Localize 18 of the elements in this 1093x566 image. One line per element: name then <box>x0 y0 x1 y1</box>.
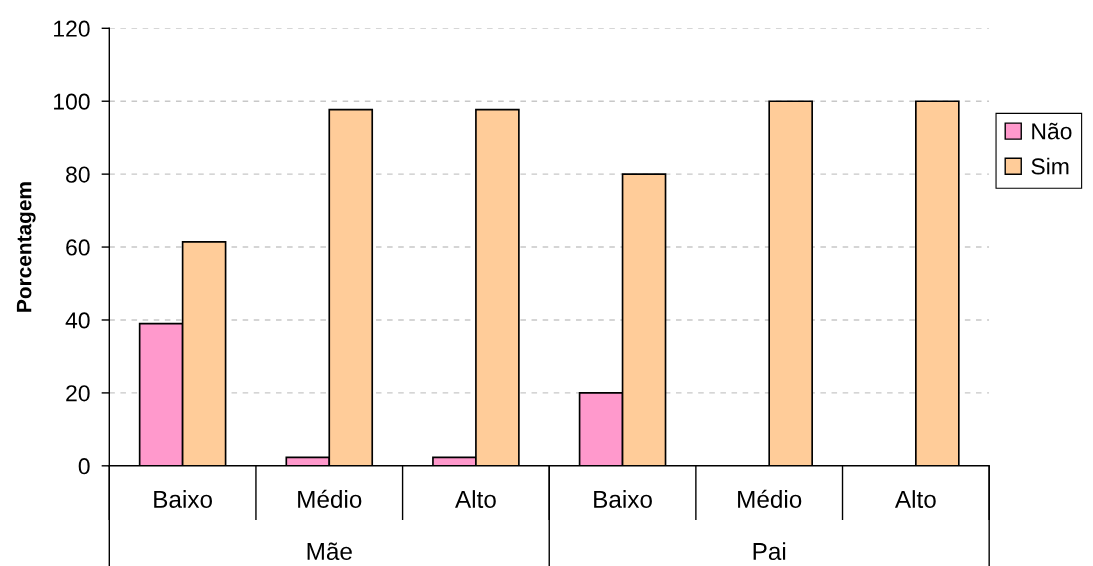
y-tick-label: 20 <box>66 385 90 402</box>
y-tick-label: 80 <box>66 166 90 183</box>
x-tick-label: Baixo <box>594 490 652 508</box>
x-tick-label: Médio <box>298 489 362 508</box>
x-tick-label: Alto <box>455 490 496 508</box>
x-tick-label: Baixo <box>154 490 212 508</box>
x-tick-label: Alto <box>894 490 936 508</box>
y-tick-label: 100 <box>54 93 90 110</box>
x-tick-label: Médio <box>738 489 802 508</box>
text: Pai <box>753 542 786 561</box>
y-tick-label: 120 <box>54 20 90 37</box>
y-tick-label: 40 <box>65 312 90 329</box>
text: Mãe <box>307 542 352 561</box>
legend-label: Sim <box>1031 157 1069 175</box>
legend-label: Não <box>1032 122 1072 140</box>
y-tick-label: 60 <box>66 239 90 256</box>
y-tick-label: 0 <box>78 458 90 475</box>
y-axis-title: Porcentagem <box>16 182 36 312</box>
